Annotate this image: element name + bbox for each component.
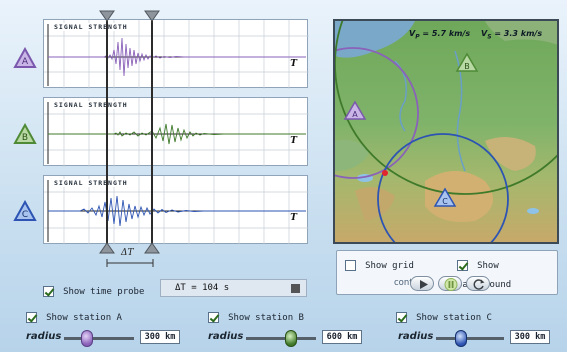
seismogram-c-t-axis-label: T: [290, 213, 297, 223]
show-time-probe-label: Show time probe: [63, 286, 145, 297]
seismogram-a-t-axis-label: T: [290, 59, 297, 69]
pause-icon: [444, 278, 458, 291]
seismogram-c-plot: [44, 176, 309, 245]
epicenter-map[interactable]: A B C VP = 5.7 km/s VS = 3.3 km/s: [333, 19, 559, 244]
seismogram-a: SIGNAL STRENGTH T: [43, 19, 309, 89]
svg-text:B: B: [464, 62, 470, 71]
time-probe-right-line[interactable]: [151, 20, 153, 245]
radius-a-value[interactable]: 300 km: [140, 330, 180, 344]
show-grid-row[interactable]: Show grid: [345, 255, 414, 274]
map-station-a-icon: A: [343, 100, 367, 120]
station-a-icon: A: [13, 47, 37, 68]
play-button[interactable]: [410, 276, 434, 291]
show-station-a-label: Show station A: [46, 312, 122, 323]
svg-text:A: A: [352, 110, 358, 119]
vs-readout: VS = 3.3 km/s: [481, 29, 543, 41]
show-station-a-row[interactable]: Show station A: [26, 307, 122, 326]
time-probe-left-bottom-handle[interactable]: [99, 242, 115, 254]
seismogram-a-title: SIGNAL STRENGTH: [53, 23, 129, 31]
radius-c-value[interactable]: 300 km: [510, 330, 550, 344]
svg-text:A: A: [22, 57, 29, 67]
seismogram-c-title: SIGNAL STRENGTH: [53, 179, 129, 187]
time-probe-left-top-handle[interactable]: [99, 10, 115, 22]
radius-c-label: radius: [398, 331, 434, 342]
show-station-c-row[interactable]: Show station C: [396, 307, 492, 326]
radius-b-value[interactable]: 600 km: [322, 330, 362, 344]
show-station-b-label: Show station B: [228, 312, 304, 323]
seismogram-a-plot: [44, 20, 309, 89]
epicenter-marker: [382, 170, 388, 176]
show-grid-label: Show grid: [365, 260, 414, 271]
time-probe-right-top-handle[interactable]: [144, 10, 160, 22]
svg-text:B: B: [22, 133, 28, 143]
station-c-icon: C: [13, 200, 37, 221]
reset-button[interactable]: [466, 276, 490, 291]
stop-icon[interactable]: [291, 284, 300, 293]
delta-t-label: ΔT: [121, 248, 134, 258]
radius-b-slider-track[interactable]: [246, 337, 316, 340]
svg-text:C: C: [22, 210, 28, 220]
svg-text:C: C: [442, 197, 448, 206]
radius-c-slider-track[interactable]: [436, 337, 504, 340]
time-probe-right-bottom-handle[interactable]: [144, 242, 160, 254]
vp-readout: VP = 5.7 km/s: [409, 29, 471, 41]
time-probe-left-line[interactable]: [106, 20, 108, 245]
show-station-c-checkbox[interactable]: [396, 312, 407, 323]
time-probe-readout: ΔT = 104 s: [160, 279, 307, 297]
show-station-a-checkbox[interactable]: [26, 312, 37, 323]
seismogram-b-plot: [44, 98, 309, 167]
station-b-icon: B: [13, 123, 37, 144]
seismogram-c: SIGNAL STRENGTH T: [43, 175, 309, 245]
seismogram-b-t-axis-label: T: [290, 136, 297, 146]
show-grid-checkbox[interactable]: [345, 260, 356, 271]
show-time-probe-checkbox[interactable]: [43, 286, 54, 297]
show-station-b-checkbox[interactable]: [208, 312, 219, 323]
radius-a-label: radius: [26, 331, 62, 342]
radius-c-slider-knob[interactable]: [455, 330, 467, 347]
terrain-map: A B C: [335, 21, 557, 242]
play-icon: [420, 280, 428, 289]
show-background-checkbox[interactable]: [457, 260, 468, 271]
map-station-b-icon: B: [455, 52, 479, 72]
reset-icon: [473, 279, 485, 290]
show-time-probe-row[interactable]: Show time probe: [43, 281, 144, 300]
radius-b-slider-knob[interactable]: [285, 330, 297, 347]
radius-a-slider-track[interactable]: [64, 337, 134, 340]
delta-t-bracket: [106, 259, 154, 267]
radius-b-label: radius: [208, 331, 244, 342]
seismogram-b-title: SIGNAL STRENGTH: [53, 101, 129, 109]
show-station-c-label: Show station C: [416, 312, 492, 323]
show-station-b-row[interactable]: Show station B: [208, 307, 304, 326]
radius-a-slider-knob[interactable]: [81, 330, 93, 347]
seismogram-b: SIGNAL STRENGTH T: [43, 97, 309, 167]
map-station-c-icon: C: [433, 187, 457, 207]
delta-t-value: ΔT = 104 s: [175, 283, 230, 293]
pause-button[interactable]: [438, 276, 462, 291]
